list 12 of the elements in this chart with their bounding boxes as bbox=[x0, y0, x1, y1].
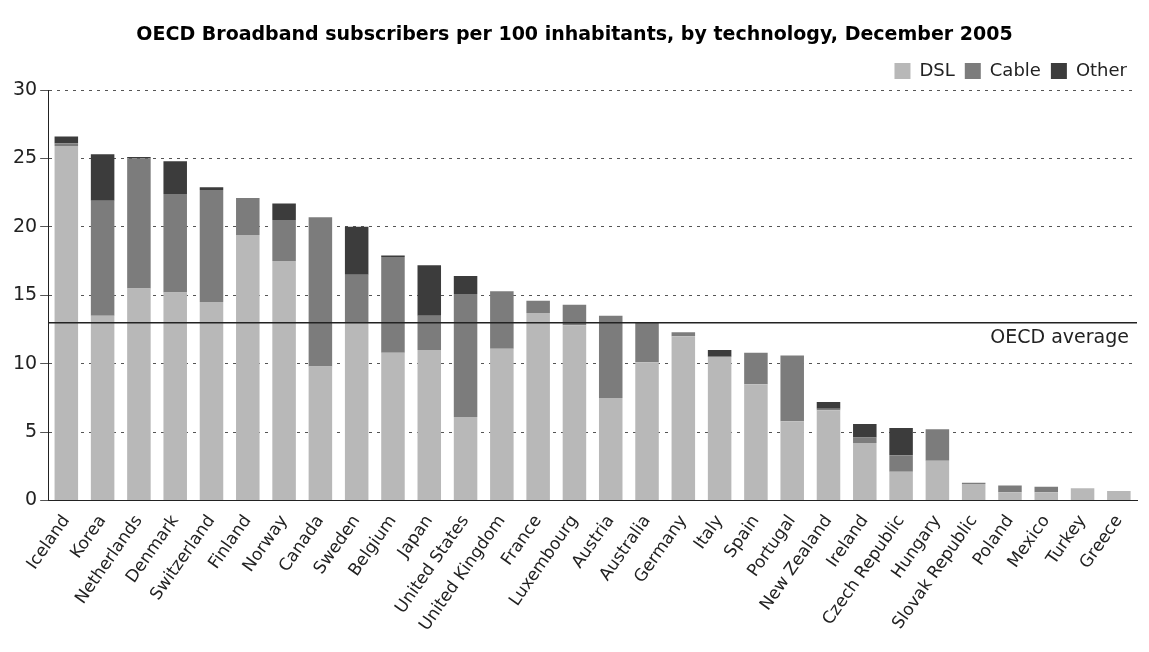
y-tick-label: 20 bbox=[12, 213, 38, 236]
ref-line-label: OECD average bbox=[990, 325, 1129, 348]
y-tick-label: 30 bbox=[12, 76, 38, 99]
legend-label: DSL bbox=[919, 58, 955, 80]
legend-label: Cable bbox=[989, 58, 1041, 80]
y-tick-label: 0 bbox=[25, 487, 38, 510]
chart-title: OECD Broadband subscribers per 100 inhabitants, by technology, December 2005 bbox=[135, 22, 1014, 44]
y-tick-label: 15 bbox=[12, 282, 38, 305]
y-tick-label: 25 bbox=[12, 145, 38, 168]
y-tick-label: 10 bbox=[12, 350, 38, 373]
legend-label: Other bbox=[1075, 58, 1128, 80]
y-tick-label: 5 bbox=[25, 419, 38, 442]
